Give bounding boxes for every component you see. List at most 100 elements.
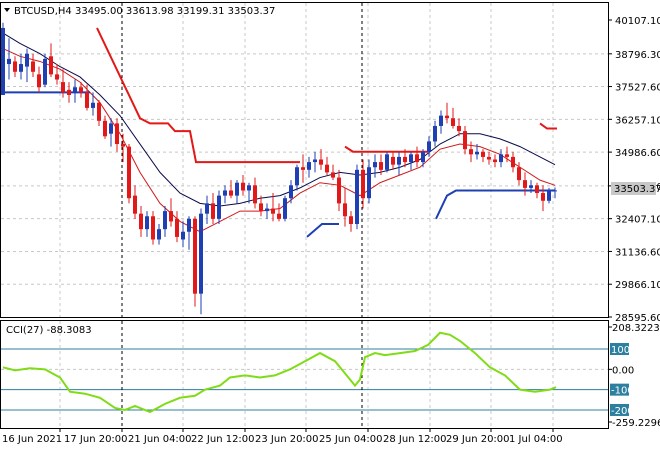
candle-body bbox=[475, 151, 479, 155]
candle-body bbox=[427, 141, 431, 152]
candle-body bbox=[421, 151, 425, 163]
candle-body bbox=[85, 92, 89, 108]
resistance-step-2 bbox=[344, 145, 428, 153]
price-tick-label: 28595.60 bbox=[615, 313, 660, 324]
time-tick-label: 22 Jun 12:00 bbox=[191, 434, 255, 445]
candle-body bbox=[199, 213, 203, 294]
main-pane-title: BTCUSD,H4 33495.00 33613.98 33199.31 335… bbox=[14, 6, 275, 17]
price-tick-label: 29866.10 bbox=[615, 280, 660, 291]
time-tick-label: 1 Jul 04:00 bbox=[509, 434, 563, 445]
candle-body bbox=[259, 203, 263, 212]
chevron-down-icon[interactable] bbox=[4, 8, 10, 12]
candle-body bbox=[7, 58, 11, 65]
main-pane[interactable] bbox=[0, 2, 609, 318]
candle-body bbox=[91, 102, 95, 108]
candle-body bbox=[547, 190, 551, 201]
candle-body bbox=[283, 198, 287, 219]
candle-body bbox=[247, 185, 251, 191]
candle-body bbox=[121, 144, 125, 147]
candle-body bbox=[253, 185, 257, 204]
candle-body bbox=[61, 82, 65, 93]
current-price-value: 33503.37 bbox=[614, 184, 660, 195]
candle-body bbox=[451, 118, 455, 126]
cci-tick-label: -259.2296 bbox=[612, 418, 660, 429]
candle-body bbox=[193, 218, 197, 294]
candle-body bbox=[235, 182, 239, 196]
candle-body bbox=[535, 185, 539, 194]
candle-body bbox=[523, 180, 527, 188]
candle-body bbox=[409, 154, 413, 163]
candle-body bbox=[343, 203, 347, 217]
candle-body bbox=[19, 64, 23, 72]
cci-tick-label: 100 bbox=[611, 345, 630, 356]
candle-body bbox=[97, 102, 101, 121]
candle-body bbox=[469, 149, 473, 155]
candle-body bbox=[463, 131, 467, 150]
time-tick-label: 21 Jun 04:00 bbox=[128, 434, 192, 445]
candle-body bbox=[415, 154, 419, 163]
candle-body bbox=[79, 87, 83, 93]
candle-body bbox=[487, 156, 491, 160]
cci-line bbox=[2, 331, 557, 414]
main-title: BTCUSD,H4 33495.00 33613.98 33199.31 335… bbox=[4, 6, 275, 17]
price-tick-label: 34986.60 bbox=[615, 148, 660, 159]
cci-pane-title: CCI(27) -88.3083 bbox=[6, 325, 92, 336]
candle-body bbox=[511, 156, 515, 168]
time-tick-label: 23 Jun 20:00 bbox=[255, 434, 319, 445]
candle-body bbox=[67, 89, 71, 96]
candle-body bbox=[529, 185, 533, 188]
candle-body bbox=[31, 61, 35, 72]
candle-body bbox=[13, 61, 17, 72]
candle-body bbox=[391, 156, 395, 165]
time-tick-label: 29 Jun 20:00 bbox=[446, 434, 510, 445]
price-tick-label: 32407.10 bbox=[615, 215, 660, 226]
candle-body bbox=[133, 195, 137, 214]
candle-body bbox=[127, 146, 131, 199]
price-tick-label: 40107.10 bbox=[615, 16, 660, 27]
candle-body bbox=[493, 159, 497, 163]
resistance-step-1 bbox=[96, 27, 300, 164]
candle-body bbox=[169, 211, 173, 222]
candle-body bbox=[439, 115, 443, 126]
candle-body bbox=[109, 123, 113, 134]
candle-body bbox=[499, 154, 503, 163]
candle-body bbox=[211, 203, 215, 219]
candle-body bbox=[187, 218, 191, 232]
cci-pane[interactable] bbox=[0, 320, 609, 429]
candle-body bbox=[175, 218, 179, 237]
candle-body bbox=[289, 185, 293, 199]
cci-axis: 208.3223 100 0.00 -100 -200-259.2296 bbox=[608, 323, 660, 429]
indicator-lines bbox=[2, 27, 557, 238]
candle-body bbox=[49, 56, 53, 75]
candle-body bbox=[445, 115, 449, 119]
candle-body bbox=[55, 74, 59, 80]
candle-body bbox=[397, 156, 401, 165]
candle-body bbox=[349, 216, 353, 225]
candle-body bbox=[307, 162, 311, 170]
candle-body bbox=[301, 167, 305, 170]
candle-body bbox=[505, 154, 509, 157]
candle-body bbox=[25, 53, 29, 67]
time-tick-label: 16 Jun 2021 bbox=[2, 434, 62, 445]
candle-body bbox=[313, 159, 317, 163]
time-tick-label: 25 Jun 04:00 bbox=[319, 434, 383, 445]
candle-body bbox=[325, 164, 329, 173]
candle-body bbox=[205, 203, 209, 214]
candle-body bbox=[43, 58, 47, 85]
candle-body bbox=[223, 190, 227, 196]
candle-body bbox=[355, 169, 359, 225]
candle-body bbox=[1, 27, 5, 96]
candle-body bbox=[319, 159, 323, 165]
candle-body bbox=[157, 229, 161, 240]
period-separators bbox=[121, 3, 363, 428]
price-tick-label: 31136.60 bbox=[615, 247, 660, 258]
resistance-step-3 bbox=[539, 122, 557, 130]
cci-series bbox=[2, 331, 557, 414]
candle-body bbox=[181, 231, 185, 240]
support-step-3 bbox=[435, 189, 555, 220]
time-axis: 16 Jun 2021 17 Jun 20:00 21 Jun 04:00 22 Ju… bbox=[2, 428, 563, 445]
candle-body bbox=[271, 208, 275, 214]
candle-body bbox=[517, 167, 521, 181]
